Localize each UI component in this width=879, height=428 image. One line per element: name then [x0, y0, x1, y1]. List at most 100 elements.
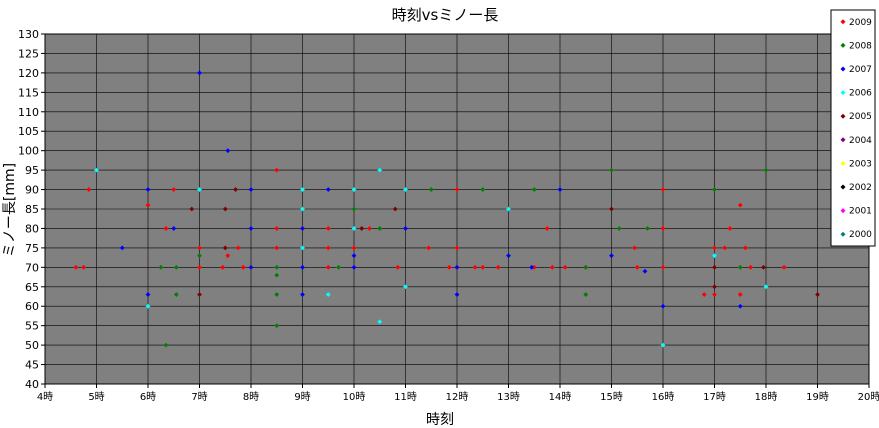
x-axis-title: 時刻	[426, 412, 454, 428]
y-tick-label: 65	[25, 281, 39, 294]
data-point	[220, 264, 226, 270]
data-point	[454, 187, 460, 192]
x-tick-label: 14時	[549, 391, 572, 403]
y-tick-label: 80	[25, 222, 39, 235]
data-point	[403, 284, 408, 290]
data-point	[480, 187, 486, 192]
y-tick-label: 100	[18, 145, 39, 158]
data-point	[351, 226, 357, 231]
data-point	[325, 264, 331, 270]
y-tick-label: 115	[18, 86, 39, 99]
data-point	[225, 148, 231, 154]
data-point	[495, 264, 501, 270]
data-point	[145, 303, 151, 309]
data-point	[815, 292, 820, 297]
data-point	[145, 202, 151, 208]
y-tick-label: 90	[25, 184, 39, 197]
data-point	[325, 226, 331, 231]
legend-marker	[840, 208, 846, 214]
legend-item-2004: 2004	[840, 136, 872, 146]
data-point	[274, 272, 280, 278]
data-point	[233, 187, 238, 192]
data-point	[163, 342, 169, 348]
y-tick-label: 70	[25, 261, 39, 274]
data-point	[660, 226, 666, 231]
data-point	[634, 264, 640, 270]
y-tick-label: 60	[25, 300, 39, 313]
x-tick-label: 19時	[806, 391, 829, 403]
data-point	[506, 206, 511, 212]
data-point	[763, 284, 769, 290]
x-tick-label: 16時	[652, 391, 675, 403]
data-point	[529, 264, 535, 270]
data-point	[544, 226, 550, 231]
legend-label: 2001	[849, 207, 872, 217]
data-point	[428, 187, 434, 192]
data-point	[81, 264, 87, 270]
data-point	[454, 245, 460, 251]
legend-marker	[840, 231, 846, 237]
legend-label: 2003	[849, 159, 872, 169]
data-point	[531, 187, 537, 192]
data-point	[351, 253, 357, 259]
y-tick-label: 40	[25, 378, 39, 391]
data-point	[583, 264, 589, 270]
x-axis-ticks: 4時 5時 6時 7時 8時 9時 10時 11時 12時 13時 14時 15時 16時 17時 18時 1…	[37, 384, 879, 403]
data-point	[351, 245, 357, 251]
data-point	[248, 187, 254, 192]
data-point	[197, 253, 202, 259]
data-point	[325, 292, 331, 297]
data-point	[300, 187, 305, 192]
data-point	[197, 292, 202, 297]
data-point	[248, 264, 254, 270]
data-point	[454, 292, 460, 297]
data-point	[86, 187, 92, 192]
data-point	[300, 264, 305, 270]
legend-item-2001: 2001	[840, 207, 872, 217]
data-point	[660, 264, 666, 270]
y-tick-label: 105	[18, 125, 39, 138]
x-tick-label: 17時	[703, 391, 726, 403]
x-tick-label: 13時	[497, 391, 520, 403]
y-tick-label: 120	[18, 67, 39, 80]
y-tick-label: 95	[25, 164, 39, 177]
legend-item-2005: 2005	[840, 112, 872, 122]
y-tick-label: 85	[25, 203, 39, 216]
data-point	[359, 226, 365, 231]
legend-label: 2009	[849, 18, 872, 28]
data-point	[377, 167, 383, 173]
data-point	[274, 323, 280, 329]
data-point	[73, 264, 79, 270]
legend-item-2007: 2007	[840, 65, 872, 75]
x-tick-label: 18時	[755, 391, 778, 403]
legend-box	[830, 9, 876, 247]
data-point	[325, 245, 331, 251]
legend-marker	[840, 19, 846, 25]
data-point	[94, 167, 99, 173]
data-point	[557, 187, 563, 192]
y-tick-label: 75	[25, 242, 39, 255]
data-point	[197, 70, 202, 76]
data-point	[712, 245, 717, 251]
data-point	[325, 187, 331, 192]
y-tick-label: 130	[18, 28, 39, 41]
data-point	[632, 245, 638, 251]
legend-marker	[840, 184, 846, 190]
x-tick-label: 9時	[294, 391, 310, 403]
data-point	[642, 268, 648, 274]
y-axis-ticks: 40 45 50 55 60 65 70 75 80 85 90 95 100 105 110 115 120 1…	[18, 28, 45, 391]
data-point	[392, 206, 398, 212]
data-point	[722, 245, 728, 251]
x-tick-label: 12時	[446, 391, 469, 403]
legend-label: 2006	[849, 89, 872, 99]
data-point	[701, 292, 707, 297]
data-point	[173, 292, 179, 297]
x-tick-label: 4時	[37, 391, 53, 403]
data-point	[645, 226, 650, 231]
legend-label: 2002	[849, 183, 872, 193]
data-point	[712, 264, 717, 270]
data-point	[351, 187, 357, 192]
data-point	[351, 264, 357, 270]
y-tick-label: 110	[18, 106, 39, 119]
